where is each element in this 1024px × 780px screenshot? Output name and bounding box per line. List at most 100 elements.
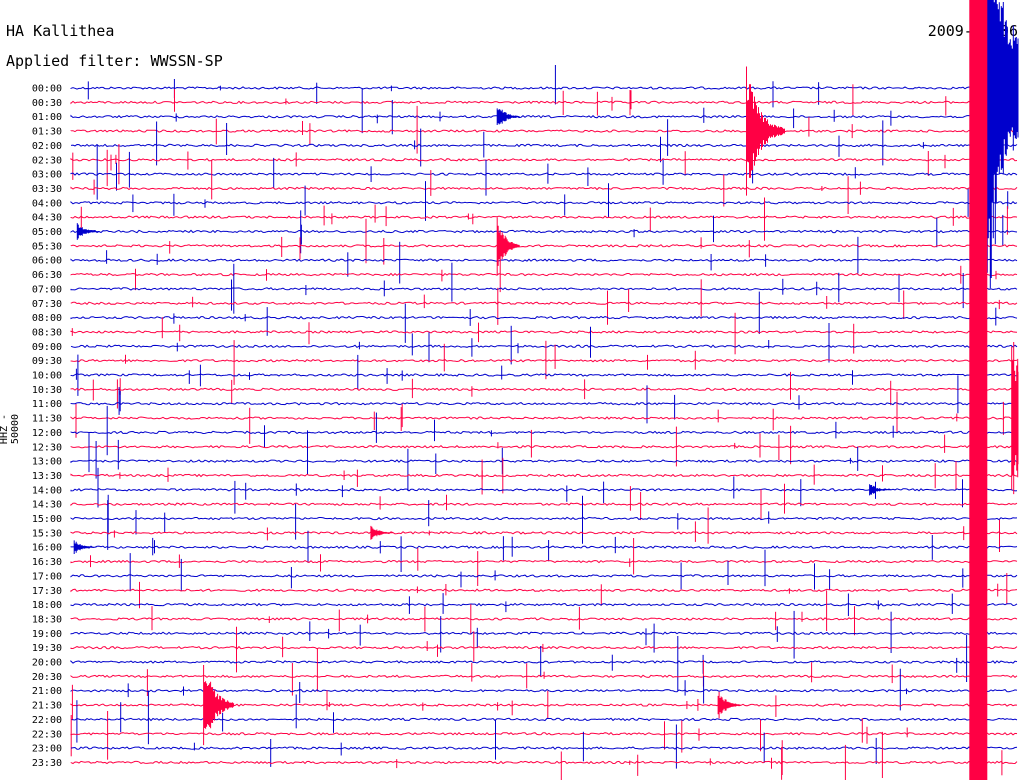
seismic-trace [70, 688, 1018, 693]
seismic-event [869, 484, 893, 496]
seismic-trace [70, 358, 1018, 363]
trace-time-label: 09:00 [32, 342, 62, 353]
seismic-trace [70, 631, 1018, 636]
seismic-event-waveform [370, 525, 394, 540]
seismic-trace [70, 516, 1018, 521]
trace-time-label: 11:00 [32, 399, 62, 410]
seismic-trace [70, 660, 1018, 664]
seismic-event-waveform [982, 0, 1019, 325]
seismic-event [203, 665, 235, 746]
trace-time-label: 22:30 [32, 729, 62, 740]
seismic-trace [70, 344, 1018, 349]
trace-time-label: 22:00 [32, 715, 62, 726]
trace-time-label: 13:00 [32, 457, 62, 468]
seismic-trace [70, 287, 1018, 291]
trace-time-label: 03:30 [32, 184, 62, 195]
seismic-trace [70, 244, 1018, 248]
trace-time-label: 17:30 [32, 586, 62, 597]
trace-time-label: 20:00 [32, 658, 62, 669]
trace-time-label: 04:00 [32, 198, 62, 209]
seismic-event [1011, 342, 1019, 495]
seismic-trace [70, 402, 1018, 406]
trace-time-label: 23:00 [32, 744, 62, 755]
seismic-trace [70, 201, 1018, 205]
seismic-trace [70, 315, 1018, 320]
seismic-trace [70, 100, 1018, 105]
trace-time-label: 05:30 [32, 241, 62, 252]
seismic-event-waveform [869, 484, 893, 496]
saturated-event-band [969, 0, 988, 780]
trace-time-label: 01:00 [32, 112, 62, 123]
seismic-event-waveform [73, 540, 97, 554]
trace-time-label: 14:30 [32, 500, 62, 511]
seismic-trace [70, 531, 1018, 535]
seismic-trace [70, 574, 1018, 578]
seismic-event [76, 223, 100, 240]
seismic-trace [70, 416, 1017, 420]
seismic-trace [70, 387, 1018, 392]
trace-time-label: 18:30 [32, 614, 62, 625]
trace-time-label: 00:30 [32, 98, 62, 109]
trace-time-label: 07:30 [32, 299, 62, 310]
trace-time-label: 21:30 [32, 701, 62, 712]
seismic-trace [70, 229, 1018, 234]
trace-time-label: 01:30 [32, 127, 62, 138]
trace-time-label: 06:30 [32, 270, 62, 281]
seismic-event-waveform [76, 223, 100, 240]
trace-time-label: 03:00 [32, 170, 62, 181]
seismic-trace [70, 717, 1018, 722]
trace-time-label: 10:00 [32, 371, 62, 382]
seismic-event [746, 66, 785, 196]
seismic-trace [70, 157, 1018, 162]
trace-time-label: 02:00 [32, 141, 62, 152]
seismic-trace [70, 129, 1018, 133]
trace-time-label: 16:00 [32, 543, 62, 554]
seismic-trace [70, 645, 1018, 650]
seismic-trace [70, 559, 1018, 564]
seismic-trace [70, 617, 1018, 621]
trace-time-label: 18:00 [32, 600, 62, 611]
trace-time-label: 15:30 [32, 528, 62, 539]
trace-time-label: 05:00 [32, 227, 62, 238]
seismic-trace [70, 545, 1018, 549]
trace-time-label: 15:00 [32, 514, 62, 525]
seismic-trace [70, 602, 1018, 607]
seismic-trace [70, 272, 1018, 277]
seismic-trace [70, 760, 1018, 765]
seismic-trace [70, 215, 1018, 219]
trace-time-label: 11:30 [32, 414, 62, 425]
filter-label: Applied filter: WWSSN-SP [6, 52, 223, 70]
trace-time-label: 19:30 [32, 643, 62, 654]
seismic-trace [70, 430, 1018, 435]
seismic-trace [70, 143, 1018, 148]
seismic-trace [70, 330, 1018, 334]
seismic-trace [70, 258, 1018, 262]
seismic-trace [70, 114, 1018, 119]
seismic-event-waveform [1011, 342, 1019, 495]
seismic-trace [70, 186, 1018, 191]
trace-time-label: 14:00 [32, 485, 62, 496]
trace-time-label: 06:00 [32, 256, 62, 267]
trace-time-label: 10:30 [32, 385, 62, 396]
trace-time-label: 07:00 [32, 284, 62, 295]
seismic-trace [70, 674, 1018, 679]
trace-time-label: 08:00 [32, 313, 62, 324]
trace-time-label: 02:30 [32, 155, 62, 166]
trace-time-label: 09:30 [32, 356, 62, 367]
seismic-event [73, 540, 97, 554]
seismic-trace [70, 588, 1018, 593]
seismic-event [982, 0, 1019, 325]
trace-time-label: 21:00 [32, 686, 62, 697]
seismic-trace [70, 502, 1018, 507]
seismic-trace [70, 459, 1018, 464]
seismic-trace [70, 373, 1017, 377]
seismic-event-waveform [496, 108, 520, 125]
seismic-event [717, 691, 741, 719]
seismic-trace [70, 445, 1018, 449]
trace-time-label: 00:00 [32, 84, 62, 95]
trace-time-label: 04:30 [32, 213, 62, 224]
seismic-event-waveform [203, 665, 235, 746]
seismic-trace [70, 473, 1018, 478]
trace-time-label: 20:30 [32, 672, 62, 683]
